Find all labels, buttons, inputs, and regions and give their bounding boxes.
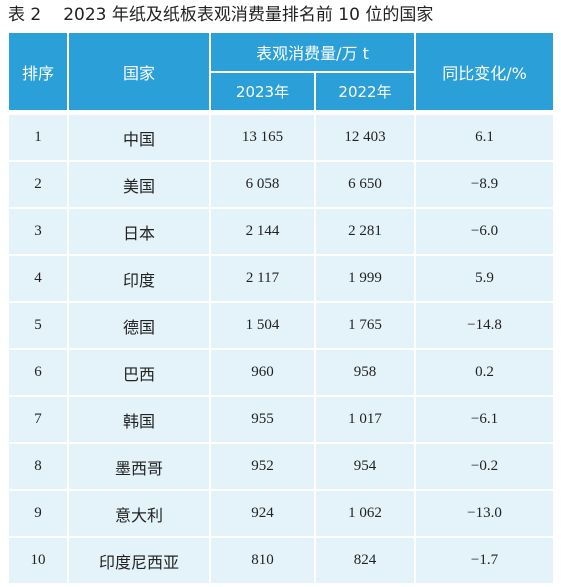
cell-rank: 7 bbox=[9, 395, 69, 442]
cell-country: 意大利 bbox=[69, 489, 211, 536]
header-year-2023: 2023年 bbox=[211, 73, 316, 112]
cell-country: 美国 bbox=[69, 160, 211, 207]
cell-yoy: −0.2 bbox=[416, 442, 554, 489]
cell-yoy: 6.1 bbox=[416, 112, 554, 160]
cell-yoy: −1.7 bbox=[416, 536, 554, 583]
cell-rank: 1 bbox=[9, 112, 69, 160]
header-year-2022: 2022年 bbox=[316, 73, 417, 112]
cell-rank: 9 bbox=[9, 489, 69, 536]
cell-2023: 810 bbox=[211, 536, 316, 583]
table-caption: 表 2 2023 年纸及纸板表观消费量排名前 10 位的国家 bbox=[8, 2, 433, 28]
cell-2022: 12 403 bbox=[316, 112, 417, 160]
cell-2022: 1 765 bbox=[316, 301, 417, 348]
cell-2023: 960 bbox=[211, 348, 316, 395]
cell-yoy: −13.0 bbox=[416, 489, 554, 536]
cell-yoy: −14.8 bbox=[416, 301, 554, 348]
table-row: 6 巴西 960 958 0.2 bbox=[9, 348, 554, 395]
cell-yoy: −8.9 bbox=[416, 160, 554, 207]
cell-2023: 955 bbox=[211, 395, 316, 442]
cell-country: 中国 bbox=[69, 112, 211, 160]
cell-rank: 2 bbox=[9, 160, 69, 207]
cell-2022: 6 650 bbox=[316, 160, 417, 207]
cell-country: 日本 bbox=[69, 207, 211, 254]
cell-yoy: 5.9 bbox=[416, 254, 554, 301]
table-row: 4 印度 2 117 1 999 5.9 bbox=[9, 254, 554, 301]
cell-country: 墨西哥 bbox=[69, 442, 211, 489]
table-row: 1 中国 13 165 12 403 6.1 bbox=[9, 112, 554, 160]
cell-country: 巴西 bbox=[69, 348, 211, 395]
consumption-table: 排序 国家 表观消费量/万 t 同比变化/% 2023年 2022年 1 中国 13… bbox=[9, 33, 554, 583]
table-header: 排序 国家 表观消费量/万 t 同比变化/% 2023年 2022年 bbox=[9, 33, 554, 112]
table-row: 2 美国 6 058 6 650 −8.9 bbox=[9, 160, 554, 207]
table-row: 8 墨西哥 952 954 −0.2 bbox=[9, 442, 554, 489]
cell-country: 德国 bbox=[69, 301, 211, 348]
cell-2022: 1 999 bbox=[316, 254, 417, 301]
cell-2022: 2 281 bbox=[316, 207, 417, 254]
cell-yoy: −6.1 bbox=[416, 395, 554, 442]
header-rank: 排序 bbox=[9, 33, 69, 112]
cell-2022: 954 bbox=[316, 442, 417, 489]
table-row: 9 意大利 924 1 062 −13.0 bbox=[9, 489, 554, 536]
header-consumption: 表观消费量/万 t bbox=[211, 33, 417, 73]
table-row: 7 韩国 955 1 017 −6.1 bbox=[9, 395, 554, 442]
table-title: 2023 年纸及纸板表观消费量排名前 10 位的国家 bbox=[63, 5, 434, 25]
cell-2023: 924 bbox=[211, 489, 316, 536]
header-country: 国家 bbox=[69, 33, 211, 112]
cell-rank: 10 bbox=[9, 536, 69, 583]
cell-2022: 1 017 bbox=[316, 395, 417, 442]
cell-2022: 958 bbox=[316, 348, 417, 395]
table-row: 3 日本 2 144 2 281 −6.0 bbox=[9, 207, 554, 254]
cell-2023: 13 165 bbox=[211, 112, 316, 160]
cell-country: 印度 bbox=[69, 254, 211, 301]
cell-2022: 824 bbox=[316, 536, 417, 583]
cell-country: 韩国 bbox=[69, 395, 211, 442]
cell-yoy: −6.0 bbox=[416, 207, 554, 254]
cell-2023: 1 504 bbox=[211, 301, 316, 348]
cell-2023: 2 144 bbox=[211, 207, 316, 254]
cell-country: 印度尼西亚 bbox=[69, 536, 211, 583]
cell-rank: 4 bbox=[9, 254, 69, 301]
table-body: 1 中国 13 165 12 403 6.1 2 美国 6 058 6 650 −8.9 3 日本 2 … bbox=[9, 112, 554, 583]
cell-2022: 1 062 bbox=[316, 489, 417, 536]
cell-2023: 952 bbox=[211, 442, 316, 489]
cell-2023: 2 117 bbox=[211, 254, 316, 301]
cell-yoy: 0.2 bbox=[416, 348, 554, 395]
cell-rank: 8 bbox=[9, 442, 69, 489]
table-row: 10 印度尼西亚 810 824 −1.7 bbox=[9, 536, 554, 583]
cell-rank: 5 bbox=[9, 301, 69, 348]
cell-rank: 6 bbox=[9, 348, 69, 395]
table-number: 表 2 bbox=[8, 5, 42, 25]
table-row: 5 德国 1 504 1 765 −14.8 bbox=[9, 301, 554, 348]
cell-rank: 3 bbox=[9, 207, 69, 254]
header-yoy: 同比变化/% bbox=[416, 33, 554, 112]
cell-2023: 6 058 bbox=[211, 160, 316, 207]
